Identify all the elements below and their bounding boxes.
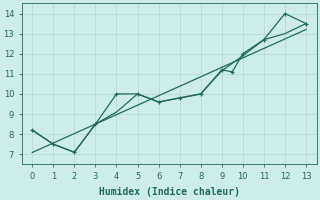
X-axis label: Humidex (Indice chaleur): Humidex (Indice chaleur): [99, 186, 240, 197]
